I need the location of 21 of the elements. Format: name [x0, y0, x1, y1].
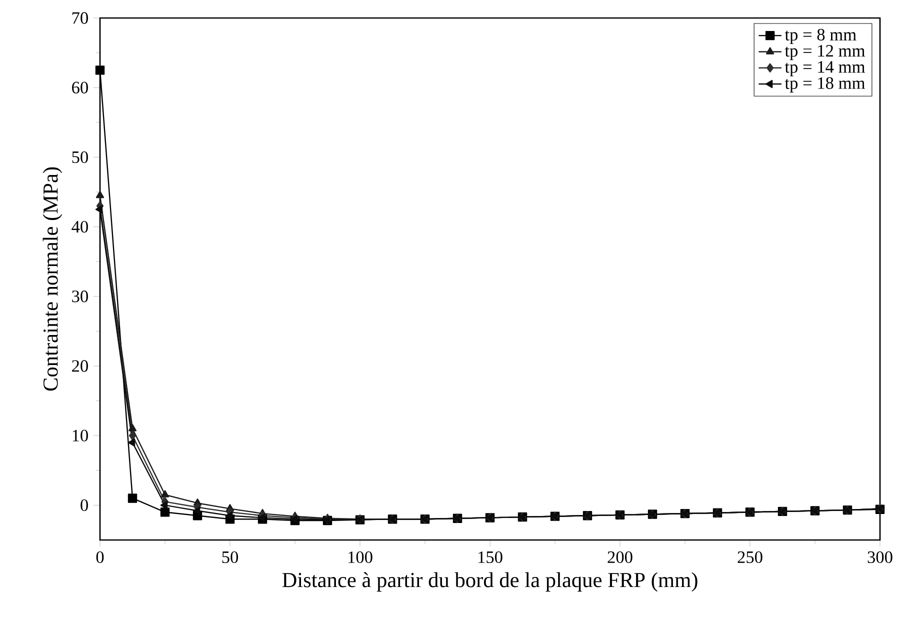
x-tick-label: 250 — [738, 551, 762, 564]
x-tick-label: 300 — [868, 551, 892, 564]
x-tick-label: 100 — [348, 551, 372, 564]
x-tick-label: 0 — [96, 551, 104, 564]
y-tick-label: 40 — [72, 220, 88, 233]
y-tick-label: 70 — [72, 12, 88, 24]
y-tick-label: 50 — [72, 151, 88, 164]
x-axis-title: Distance à partir du bord de la plaque FRP (mm) — [282, 572, 698, 592]
y-tick-label: 0 — [80, 499, 88, 512]
legend-label: tp = 12 mm — [784, 45, 866, 60]
y-axis-title: Contrainte normale (MPa) — [42, 167, 62, 391]
legend-label: tp = 14 mm — [784, 61, 866, 76]
x-tick-label: 200 — [608, 551, 632, 564]
legend-label: tp = 18 mm — [784, 77, 866, 92]
legend-label: tp = 8 mm — [784, 28, 856, 44]
y-tick-label: 10 — [72, 430, 88, 442]
y-tick-label: 20 — [72, 360, 88, 372]
y-tick-label: 60 — [72, 82, 88, 94]
x-tick-label: 150 — [478, 551, 502, 564]
x-tick-label: 50 — [222, 551, 238, 564]
y-tick-label: 30 — [72, 290, 88, 302]
